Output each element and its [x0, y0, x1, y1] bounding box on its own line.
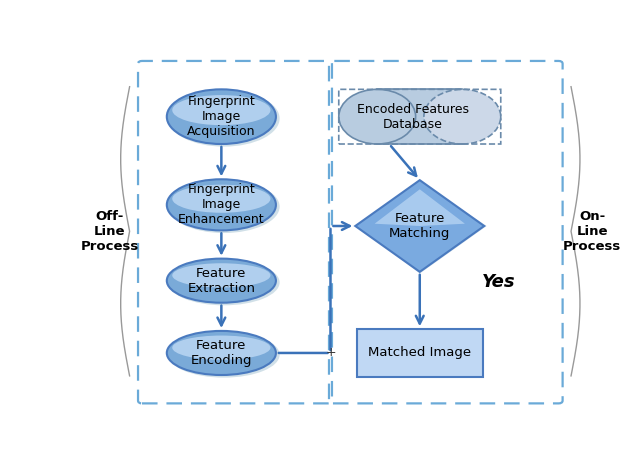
Ellipse shape: [172, 95, 271, 125]
Text: Feature
Extraction: Feature Extraction: [188, 267, 255, 294]
Text: Matched Image: Matched Image: [368, 346, 471, 360]
Ellipse shape: [167, 89, 276, 144]
FancyBboxPatch shape: [377, 89, 462, 144]
Text: Feature
Matching: Feature Matching: [389, 212, 451, 240]
Ellipse shape: [168, 332, 280, 378]
Text: On-
Line
Process: On- Line Process: [563, 210, 621, 253]
Ellipse shape: [167, 179, 276, 230]
Ellipse shape: [172, 336, 271, 360]
FancyBboxPatch shape: [356, 329, 483, 377]
Ellipse shape: [172, 263, 271, 288]
Ellipse shape: [168, 180, 280, 233]
Ellipse shape: [172, 185, 271, 213]
Polygon shape: [355, 180, 484, 272]
Text: Fingerprint
Image
Acquisition: Fingerprint Image Acquisition: [187, 95, 255, 138]
Polygon shape: [358, 182, 487, 273]
Text: Feature
Encoding: Feature Encoding: [191, 339, 252, 367]
Text: +: +: [325, 346, 336, 360]
Ellipse shape: [168, 90, 280, 147]
Text: Off-
Line
Process: Off- Line Process: [81, 210, 139, 253]
Ellipse shape: [424, 89, 500, 144]
Ellipse shape: [339, 89, 415, 144]
Ellipse shape: [168, 260, 280, 305]
Text: Yes: Yes: [482, 273, 515, 291]
Text: Encoded Features
Database: Encoded Features Database: [357, 103, 469, 131]
Polygon shape: [374, 189, 465, 226]
Ellipse shape: [167, 259, 276, 303]
Text: Fingerprint
Image
Enhancement: Fingerprint Image Enhancement: [178, 183, 265, 226]
Ellipse shape: [167, 331, 276, 375]
